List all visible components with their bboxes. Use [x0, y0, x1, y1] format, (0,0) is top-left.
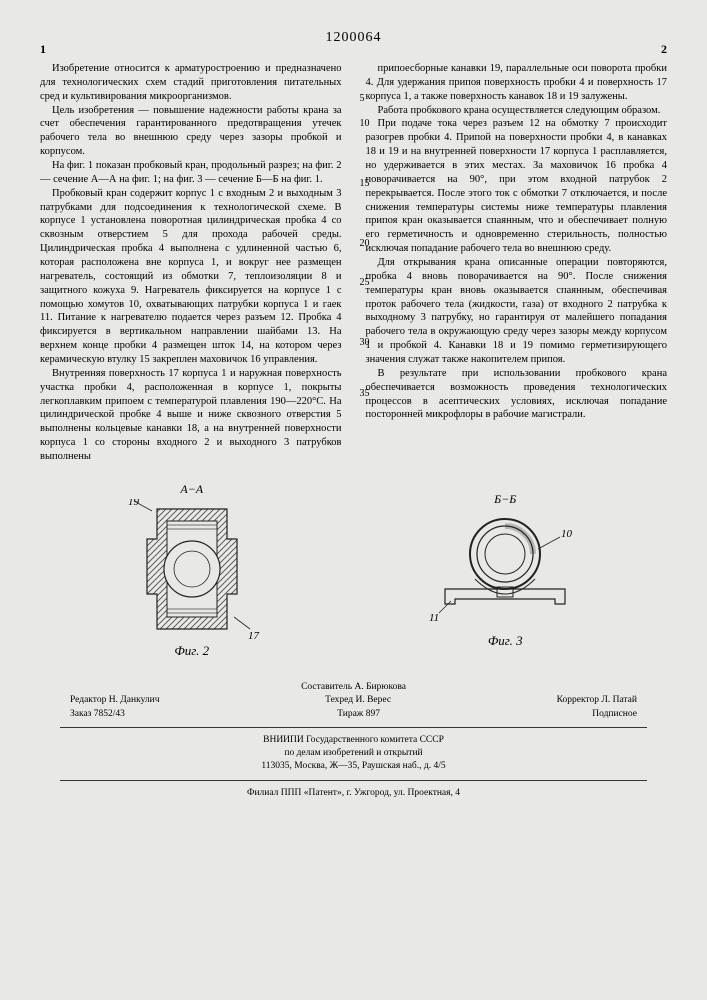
line-marker: 30: [348, 336, 370, 349]
line-marker: 5: [348, 92, 365, 105]
patent-number: 1200064: [40, 30, 667, 46]
line-marker: 35: [348, 387, 370, 400]
footer: Составитель А. Бирюкова Редактор Н. Данк…: [40, 681, 667, 800]
col-number-right: 2: [661, 42, 667, 58]
line-marker: 10: [348, 117, 370, 130]
fig3-svg: 10 11: [425, 509, 585, 629]
footer-addr2: Филиал ППП «Патент», г. Ужгород, ул. Про…: [40, 787, 667, 800]
fig2-ref-19: 19: [128, 499, 140, 508]
fig3-ref-11: 11: [429, 612, 439, 624]
left-p1: Изобретение относится к арматуростроению…: [40, 62, 342, 104]
footer-org1: ВНИИПИ Государственного комитета СССР: [40, 734, 667, 747]
line-marker: 15: [348, 177, 370, 190]
figure-2: А−А 19: [122, 482, 262, 659]
right-p5: 35В результате при использовании пробков…: [366, 367, 668, 422]
fig3-ref-10: 10: [561, 528, 573, 540]
footer-sub: Подписное: [592, 708, 637, 721]
line-marker: 20: [348, 237, 370, 250]
fig2-svg: 19 17: [122, 499, 262, 639]
right-column: 2 5припоесборные канавки 19, параллельны…: [366, 62, 668, 464]
figure-3: Б−Б 10 11 Фиг. 3: [425, 492, 585, 649]
fig3-label: Фиг. 3: [425, 633, 585, 649]
footer-tech: Техред И. Верес: [325, 694, 391, 707]
col-number-left: 1: [40, 42, 46, 58]
footer-org2: по делам изобретений и открытий: [40, 747, 667, 760]
left-p4: Пробковый кран содержит корпус 1 с входн…: [40, 187, 342, 367]
left-p2: Цель изобретения — повышение надежности …: [40, 104, 342, 159]
line-marker: 25: [348, 276, 370, 289]
fig2-ref-17: 17: [248, 630, 260, 639]
footer-corrector: Корректор Л. Патай: [557, 694, 637, 707]
left-p3: На фиг. 1 показан пробковый кран, продол…: [40, 159, 342, 187]
footer-order: Заказ 7852/43: [70, 708, 125, 721]
fig2-section-label: А−А: [122, 482, 262, 497]
fig3-section-label: Б−Б: [425, 492, 585, 507]
footer-addr1: 113035, Москва, Ж—35, Раушская наб., д. …: [40, 760, 667, 773]
patent-page: 1200064 1 Изобретение относится к армату…: [0, 0, 707, 820]
fig2-label: Фиг. 2: [122, 643, 262, 659]
right-p1: 5припоесборные канавки 19, параллельные …: [366, 62, 668, 104]
footer-tirazh: Тираж 897: [337, 708, 380, 721]
figures-row: А−А 19: [40, 482, 667, 659]
footer-compiler: Составитель А. Бирюкова: [40, 681, 667, 694]
left-p5: Внутренняя поверхность 17 корпуса 1 и на…: [40, 367, 342, 464]
left-column: 1 Изобретение относится к арматуростроен…: [40, 62, 342, 464]
right-p4: 2530Для открывания крана описанные опера…: [366, 256, 668, 367]
right-p3: 101520При подаче тока через разъем 12 на…: [366, 117, 668, 256]
footer-editor: Редактор Н. Данкулич: [70, 694, 160, 707]
text-columns: 1 Изобретение относится к арматуростроен…: [40, 62, 667, 464]
right-p2: Работа пробкового крана осуществляется с…: [366, 104, 668, 118]
